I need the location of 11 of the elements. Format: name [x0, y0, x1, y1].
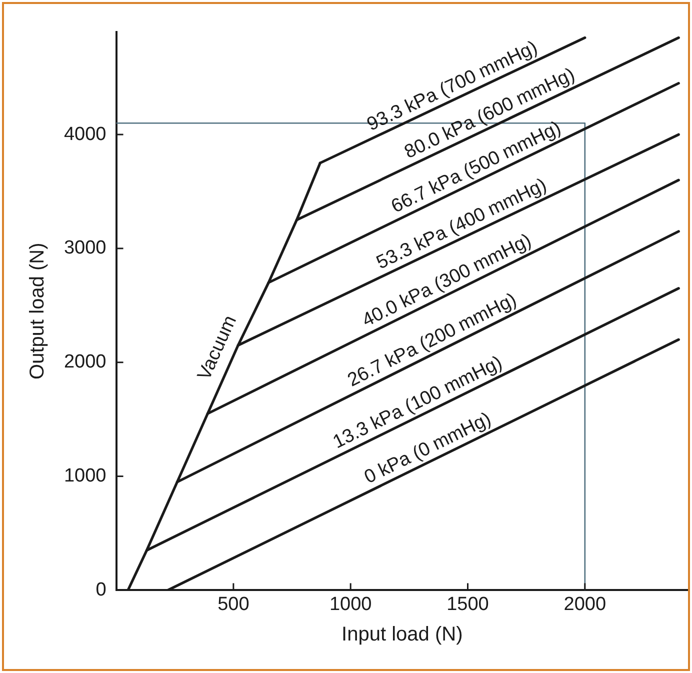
y-tick-label: 2000	[64, 352, 106, 373]
x-axis-title: Input load (N)	[342, 624, 463, 646]
x-tick-label: 1000	[329, 594, 372, 615]
x-tick-label: 2000	[564, 594, 606, 615]
y-tick-label: 1000	[64, 466, 106, 487]
y-axis-title: Output load (N)	[26, 242, 49, 380]
y-tick-label: 4000	[64, 124, 106, 145]
y-tick-label: 0	[96, 579, 106, 600]
x-tick-label: 500	[218, 594, 250, 615]
y-tick-label: 3000	[64, 238, 106, 259]
x-tick-label: 1500	[446, 594, 489, 615]
